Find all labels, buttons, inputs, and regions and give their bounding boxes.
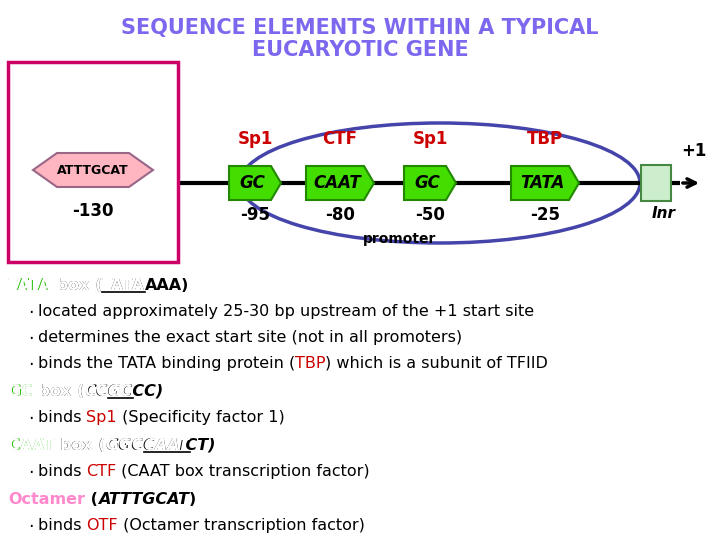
- Text: +1: +1: [681, 142, 706, 160]
- Text: TBP: TBP: [527, 130, 563, 148]
- Text: ·: ·: [28, 356, 34, 374]
- Text: CAAT: CAAT: [8, 438, 54, 453]
- Text: -80: -80: [325, 206, 355, 224]
- Text: GC: GC: [8, 384, 33, 399]
- Text: CTF: CTF: [86, 464, 117, 479]
- Text: (: (: [85, 492, 98, 507]
- Text: binds: binds: [37, 464, 86, 479]
- Text: ·: ·: [28, 304, 34, 322]
- Text: box (: box (: [33, 384, 84, 399]
- Text: GC box (CC: GC box (CC: [8, 384, 108, 399]
- Text: Octamer: Octamer: [8, 492, 85, 507]
- Polygon shape: [33, 153, 153, 187]
- Text: TATA box (: TATA box (: [8, 278, 102, 293]
- Text: binds: binds: [37, 518, 86, 533]
- Text: GC: GC: [240, 174, 266, 192]
- Bar: [8, 62, 178, 262]
- Text: TATA: TATA: [521, 174, 564, 192]
- Text: octamer: octamer: [60, 72, 125, 86]
- Text: TATA: TATA: [102, 278, 145, 293]
- Text: box (: box (: [54, 438, 106, 453]
- Text: EUCARYOTIC GENE: EUCARYOTIC GENE: [251, 40, 469, 60]
- Text: -25: -25: [530, 206, 560, 224]
- Text: AAA): AAA): [145, 278, 190, 293]
- Polygon shape: [229, 166, 281, 200]
- Polygon shape: [404, 166, 456, 200]
- Text: ATTTGCAT: ATTTGCAT: [57, 164, 129, 177]
- Text: SEQUENCE ELEMENTS WITHIN A TYPICAL: SEQUENCE ELEMENTS WITHIN A TYPICAL: [121, 18, 599, 38]
- Text: transcription: transcription: [42, 89, 144, 103]
- Text: ·: ·: [28, 410, 34, 428]
- Text: (Specificity factor 1): (Specificity factor 1): [117, 410, 284, 425]
- Text: -130: -130: [72, 202, 114, 220]
- Text: Inr: Inr: [652, 206, 676, 221]
- Text: ·: ·: [28, 518, 34, 536]
- Text: CAAT: CAAT: [314, 174, 361, 192]
- Bar: [641, 165, 671, 201]
- Text: CTF: CTF: [323, 130, 358, 148]
- Polygon shape: [511, 166, 579, 200]
- Text: CAAT box (GGC: CAAT box (GGC: [8, 438, 143, 453]
- Text: Sp1: Sp1: [238, 130, 273, 148]
- Text: determines the exact start site (not in all promoters): determines the exact start site (not in …: [37, 330, 462, 345]
- Text: ·: ·: [28, 330, 34, 348]
- Text: element: element: [61, 106, 125, 120]
- Text: TATA: TATA: [102, 278, 145, 293]
- Text: CCGCCC): CCGCCC): [84, 384, 163, 399]
- Text: -50: -50: [415, 206, 445, 224]
- Text: TBP: TBP: [294, 356, 325, 371]
- Text: ATTTGCAT: ATTTGCAT: [98, 492, 189, 507]
- Text: Sp1: Sp1: [86, 410, 117, 425]
- Text: OTF: OTF: [86, 518, 118, 533]
- Text: ) which is a subunit of TFIID: ) which is a subunit of TFIID: [325, 356, 548, 371]
- Text: (Octamer transcription factor): (Octamer transcription factor): [118, 518, 364, 533]
- Text: promoter: promoter: [364, 232, 437, 246]
- Text: -95: -95: [240, 206, 270, 224]
- Text: ·: ·: [28, 464, 34, 482]
- Text: GC: GC: [108, 384, 132, 399]
- Text: ): ): [189, 492, 196, 507]
- Text: (CAAT box transcription factor): (CAAT box transcription factor): [117, 464, 370, 479]
- Text: GGCCAAICT): GGCCAAICT): [106, 438, 216, 453]
- Text: located approximately 25-30 bp upstream of the +1 start site: located approximately 25-30 bp upstream …: [37, 304, 534, 319]
- Text: binds: binds: [37, 410, 86, 425]
- Text: binds the TATA binding protein (: binds the TATA binding protein (: [37, 356, 294, 371]
- Text: box (: box (: [51, 278, 102, 293]
- Text: TATA: TATA: [8, 278, 51, 293]
- Text: CAAT: CAAT: [143, 438, 189, 453]
- Polygon shape: [306, 166, 374, 200]
- Text: Sp1: Sp1: [413, 130, 448, 148]
- Text: GC: GC: [415, 174, 441, 192]
